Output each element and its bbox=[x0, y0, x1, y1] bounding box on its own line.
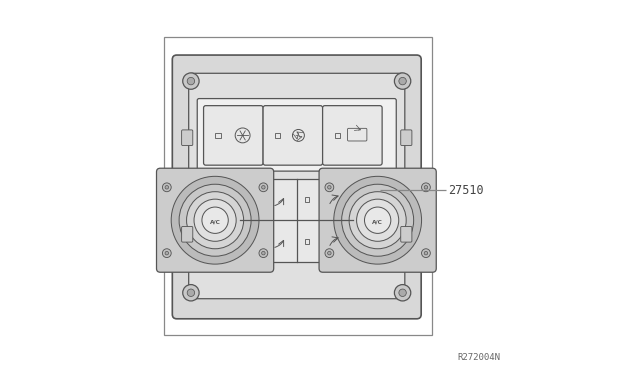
Circle shape bbox=[394, 285, 411, 301]
Circle shape bbox=[259, 249, 268, 257]
Bar bbox=[335, 133, 340, 138]
FancyBboxPatch shape bbox=[157, 168, 274, 272]
FancyBboxPatch shape bbox=[182, 227, 193, 242]
Circle shape bbox=[187, 192, 244, 249]
Circle shape bbox=[328, 251, 331, 255]
Text: R272004N: R272004N bbox=[458, 353, 500, 362]
Circle shape bbox=[183, 73, 199, 89]
Circle shape bbox=[349, 192, 406, 249]
Circle shape bbox=[399, 289, 406, 296]
Text: 27510: 27510 bbox=[449, 184, 484, 197]
Circle shape bbox=[202, 207, 228, 233]
Bar bbox=[240, 179, 353, 262]
Circle shape bbox=[394, 73, 411, 89]
Bar bbox=[248, 239, 252, 244]
Text: A/C: A/C bbox=[372, 220, 383, 225]
Bar bbox=[305, 197, 309, 202]
Circle shape bbox=[262, 186, 265, 189]
Bar bbox=[275, 133, 280, 138]
Circle shape bbox=[172, 176, 259, 264]
FancyBboxPatch shape bbox=[319, 168, 436, 272]
Circle shape bbox=[422, 249, 430, 257]
Circle shape bbox=[422, 183, 430, 192]
Circle shape bbox=[183, 285, 199, 301]
FancyBboxPatch shape bbox=[172, 55, 421, 319]
Bar bbox=[305, 239, 309, 244]
Circle shape bbox=[424, 186, 428, 189]
Bar bbox=[164, 37, 431, 335]
FancyBboxPatch shape bbox=[401, 130, 412, 145]
Bar bbox=[216, 133, 221, 138]
FancyBboxPatch shape bbox=[263, 106, 323, 165]
FancyBboxPatch shape bbox=[204, 106, 263, 165]
Circle shape bbox=[259, 183, 268, 192]
Bar bbox=[248, 197, 252, 202]
FancyBboxPatch shape bbox=[189, 73, 405, 299]
Circle shape bbox=[365, 207, 391, 233]
FancyBboxPatch shape bbox=[182, 130, 193, 145]
Circle shape bbox=[179, 184, 251, 256]
Circle shape bbox=[165, 251, 168, 255]
Circle shape bbox=[325, 183, 334, 192]
Circle shape bbox=[342, 184, 413, 256]
Circle shape bbox=[424, 251, 428, 255]
Circle shape bbox=[165, 186, 168, 189]
Circle shape bbox=[399, 77, 406, 85]
Circle shape bbox=[328, 186, 331, 189]
Circle shape bbox=[194, 199, 236, 241]
Text: A/C: A/C bbox=[210, 220, 221, 225]
Circle shape bbox=[334, 176, 422, 264]
Circle shape bbox=[262, 251, 265, 255]
Circle shape bbox=[163, 183, 172, 192]
Circle shape bbox=[325, 249, 334, 257]
FancyBboxPatch shape bbox=[323, 106, 382, 165]
FancyBboxPatch shape bbox=[401, 227, 412, 242]
Circle shape bbox=[163, 249, 172, 257]
Circle shape bbox=[356, 199, 399, 241]
Circle shape bbox=[187, 77, 195, 85]
FancyBboxPatch shape bbox=[197, 99, 396, 171]
Circle shape bbox=[187, 289, 195, 296]
